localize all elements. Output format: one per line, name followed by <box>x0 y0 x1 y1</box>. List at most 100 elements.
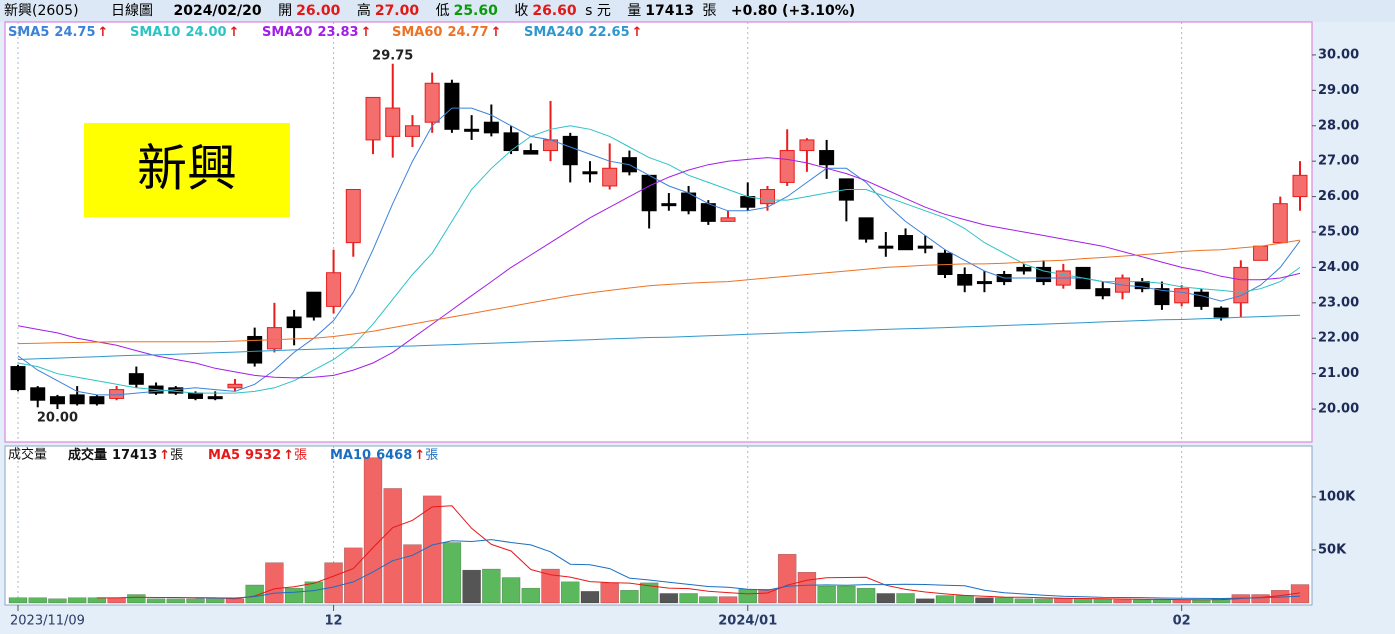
candle-body <box>562 135 578 166</box>
volume-ma-line <box>96 505 1301 601</box>
candle-body <box>1272 203 1288 244</box>
legend-entry: SMA10 24.00 ↑ <box>130 25 239 40</box>
legend-name: SMA20 <box>262 25 312 40</box>
close-label: 收 <box>514 3 529 19</box>
candle-body <box>49 396 65 405</box>
volume-bar <box>1152 599 1172 604</box>
volume: 17413 <box>645 3 694 19</box>
volume-bar <box>28 597 47 604</box>
y-tick-label: 28.00 <box>1318 118 1359 133</box>
candle-body <box>404 125 420 137</box>
volume-bar <box>265 562 284 604</box>
candle-body <box>365 96 381 141</box>
y-tick-label: 30.00 <box>1318 47 1359 62</box>
legend-arrow: ↑ <box>98 25 109 40</box>
unit: s 元 <box>585 3 611 19</box>
volume-bar <box>166 598 186 604</box>
legend-arrow: ↑ <box>283 448 294 463</box>
candle-body <box>345 189 361 244</box>
ma-line <box>17 314 1301 360</box>
legend-entry: MA5 9532 ↑張 <box>208 448 307 463</box>
candle-body <box>858 217 874 240</box>
y-tick-label: 27.00 <box>1318 154 1359 169</box>
legend-entry: SMA240 22.65 ↑ <box>524 25 643 40</box>
legend-value: 17413 <box>112 448 157 463</box>
volume-bar <box>699 596 718 604</box>
volume-bar <box>521 587 541 604</box>
legend-name: 成交量 <box>68 447 107 463</box>
volume-bar <box>620 590 639 604</box>
legend-value: 9532 <box>245 448 281 463</box>
volume-bar <box>205 598 225 604</box>
candle-body <box>385 107 401 137</box>
volume-bar <box>501 577 521 604</box>
volume-bar <box>186 598 205 604</box>
candle-body <box>286 316 302 329</box>
candle-body <box>957 273 973 286</box>
volume-panel <box>4 445 1313 606</box>
volume-bar <box>482 568 501 604</box>
y-tick-label: 100K <box>1318 489 1356 504</box>
extreme-label: 29.75 <box>372 48 413 63</box>
volume-bar <box>146 598 166 604</box>
y-tick-label: 25.00 <box>1318 225 1359 240</box>
volume-bar <box>344 547 363 604</box>
legend-entry: SMA60 24.77 ↑ <box>392 25 501 40</box>
candle-body <box>1213 307 1229 318</box>
y-tick-label: 21.00 <box>1318 366 1359 381</box>
legend-name: SMA10 <box>130 25 180 40</box>
y-tick-label: 29.00 <box>1318 83 1359 98</box>
volume-bar <box>304 581 324 604</box>
candle-body <box>1174 288 1190 304</box>
volume-bar <box>876 593 896 604</box>
low-label: 低 <box>435 3 450 19</box>
candle-body <box>878 245 894 249</box>
legend-value: 22.65 <box>589 25 630 40</box>
volume-bar <box>738 588 758 604</box>
volume-bar <box>1132 599 1152 604</box>
candle-body <box>1154 288 1170 306</box>
volume-bar <box>383 488 402 604</box>
candle-body <box>917 245 933 249</box>
candle-body <box>819 150 835 166</box>
volume-bar <box>67 597 87 604</box>
y-tick-label: 20.00 <box>1318 402 1359 417</box>
legend-unit: 張 <box>425 448 438 463</box>
volume-bar <box>48 598 67 604</box>
candle-body <box>523 150 539 155</box>
volume-bar <box>837 585 856 604</box>
volume-bar <box>107 597 126 604</box>
candle-body <box>700 203 716 222</box>
volume-bar <box>1014 598 1034 604</box>
legend-entry: SMA20 23.83 ↑ <box>262 25 371 40</box>
legend-entry: SMA5 24.75 ↑ <box>8 25 108 40</box>
legend-arrow: ↑ <box>491 25 502 40</box>
candle-body <box>661 203 677 207</box>
volume-bar <box>955 595 974 604</box>
high: 27.00 <box>374 3 420 19</box>
symbol: 新興(2605) <box>4 3 79 19</box>
legend-value: 6468 <box>376 448 412 463</box>
candle-body <box>1016 266 1032 272</box>
candle-body <box>326 272 342 307</box>
legend-name: SMA5 <box>8 25 49 40</box>
legend-name: SMA60 <box>392 25 442 40</box>
candle-body <box>1193 291 1209 307</box>
open: 26.00 <box>296 3 341 19</box>
candle-body <box>779 150 795 183</box>
period: 日線圖 <box>111 3 154 19</box>
volume-label: 量 <box>627 3 642 19</box>
volume-bar <box>797 571 817 604</box>
volume-bar <box>1034 598 1053 604</box>
volume-bar <box>975 597 994 604</box>
volume-bar <box>580 591 600 604</box>
volume-bar <box>817 585 836 604</box>
legend-value: 24.00 <box>185 25 226 40</box>
volume-bar <box>718 596 738 604</box>
volume-bar <box>600 582 619 604</box>
candle-body <box>582 171 598 175</box>
volume-bar <box>758 588 777 604</box>
candle-body <box>464 128 480 132</box>
y-tick-label: 24.00 <box>1318 260 1359 275</box>
